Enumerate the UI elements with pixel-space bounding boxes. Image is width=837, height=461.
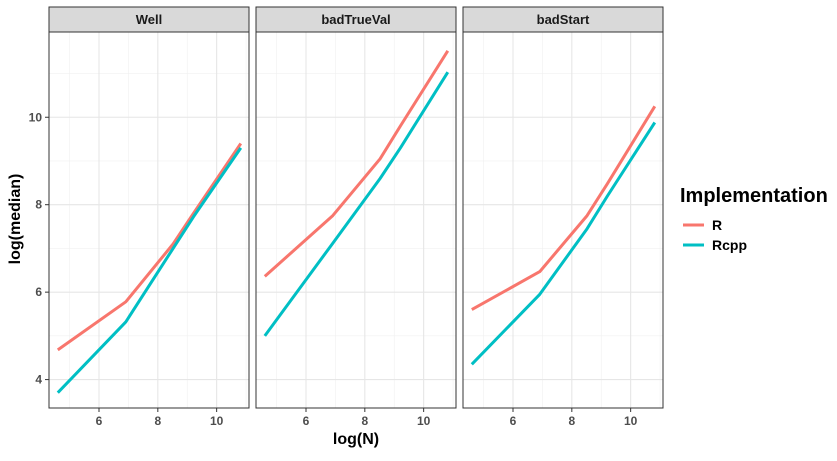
strip-background bbox=[255, 6, 457, 33]
panel-border bbox=[462, 31, 664, 409]
x-axis-title: log(N) bbox=[333, 431, 379, 448]
panel-Well: Well 6 8 10 bbox=[48, 6, 250, 428]
x-tick-label: 8 bbox=[361, 414, 368, 428]
panel-badTrueVal: badTrueVal 6 8 10 bbox=[255, 6, 457, 428]
x-tick-label: 10 bbox=[210, 414, 224, 428]
x-tick-label: 8 bbox=[154, 414, 161, 428]
legend-entry-R: R bbox=[683, 217, 722, 233]
gridlines bbox=[463, 32, 663, 408]
y-tick-label: 10 bbox=[29, 110, 43, 124]
strip-label: badStart bbox=[537, 12, 590, 27]
series-lines bbox=[470, 105, 657, 366]
x-tick-label: 8 bbox=[568, 414, 575, 428]
x-axis-ticks: 6 8 10 bbox=[303, 408, 431, 428]
series-lines bbox=[263, 50, 450, 337]
legend-entries: R Rcpp bbox=[683, 217, 747, 253]
series-line-R bbox=[471, 105, 657, 311]
strip-label: badTrueVal bbox=[321, 12, 390, 27]
panel-background bbox=[256, 32, 456, 408]
panel-background bbox=[463, 32, 663, 408]
strip-label: Well bbox=[136, 12, 163, 27]
panel-badStart: badStart 6 8 10 bbox=[462, 6, 664, 428]
legend-label-R: R bbox=[712, 217, 722, 233]
legend-entry-Rcpp: Rcpp bbox=[683, 237, 747, 253]
strip-background bbox=[48, 6, 250, 33]
gridlines bbox=[256, 32, 456, 408]
series-line-Rcpp bbox=[470, 121, 657, 366]
y-tick-label: 4 bbox=[35, 373, 42, 387]
x-tick-label: 6 bbox=[510, 414, 517, 428]
x-tick-label: 10 bbox=[417, 414, 431, 428]
gridlines bbox=[49, 32, 249, 408]
series-lines bbox=[56, 142, 243, 394]
y-tick-label: 8 bbox=[35, 198, 42, 212]
y-tick-label: 6 bbox=[35, 285, 42, 299]
x-axis-ticks: 6 8 10 bbox=[510, 408, 638, 428]
panel-border bbox=[255, 31, 457, 409]
y-axis-title: log(median) bbox=[7, 174, 24, 265]
series-line-Rcpp bbox=[263, 71, 450, 337]
x-tick-label: 10 bbox=[624, 414, 638, 428]
panel-border bbox=[48, 31, 250, 409]
y-axis: 4 6 8 10 bbox=[29, 110, 49, 387]
series-line-R bbox=[263, 50, 450, 278]
x-tick-label: 6 bbox=[96, 414, 103, 428]
x-axis-ticks: 6 8 10 bbox=[96, 408, 224, 428]
panels-layer: Well 6 8 10 badTrueVal 6 8 10 badStart 6 8 10 bbox=[48, 6, 664, 428]
legend: Implementation R Rcpp bbox=[680, 185, 828, 253]
panel-background bbox=[49, 32, 249, 408]
legend-title: Implementation bbox=[680, 185, 828, 207]
series-line-R bbox=[56, 142, 243, 352]
x-tick-label: 6 bbox=[303, 414, 310, 428]
series-line-Rcpp bbox=[56, 147, 243, 394]
strip-background bbox=[462, 6, 664, 33]
legend-label-Rcpp: Rcpp bbox=[712, 237, 747, 253]
